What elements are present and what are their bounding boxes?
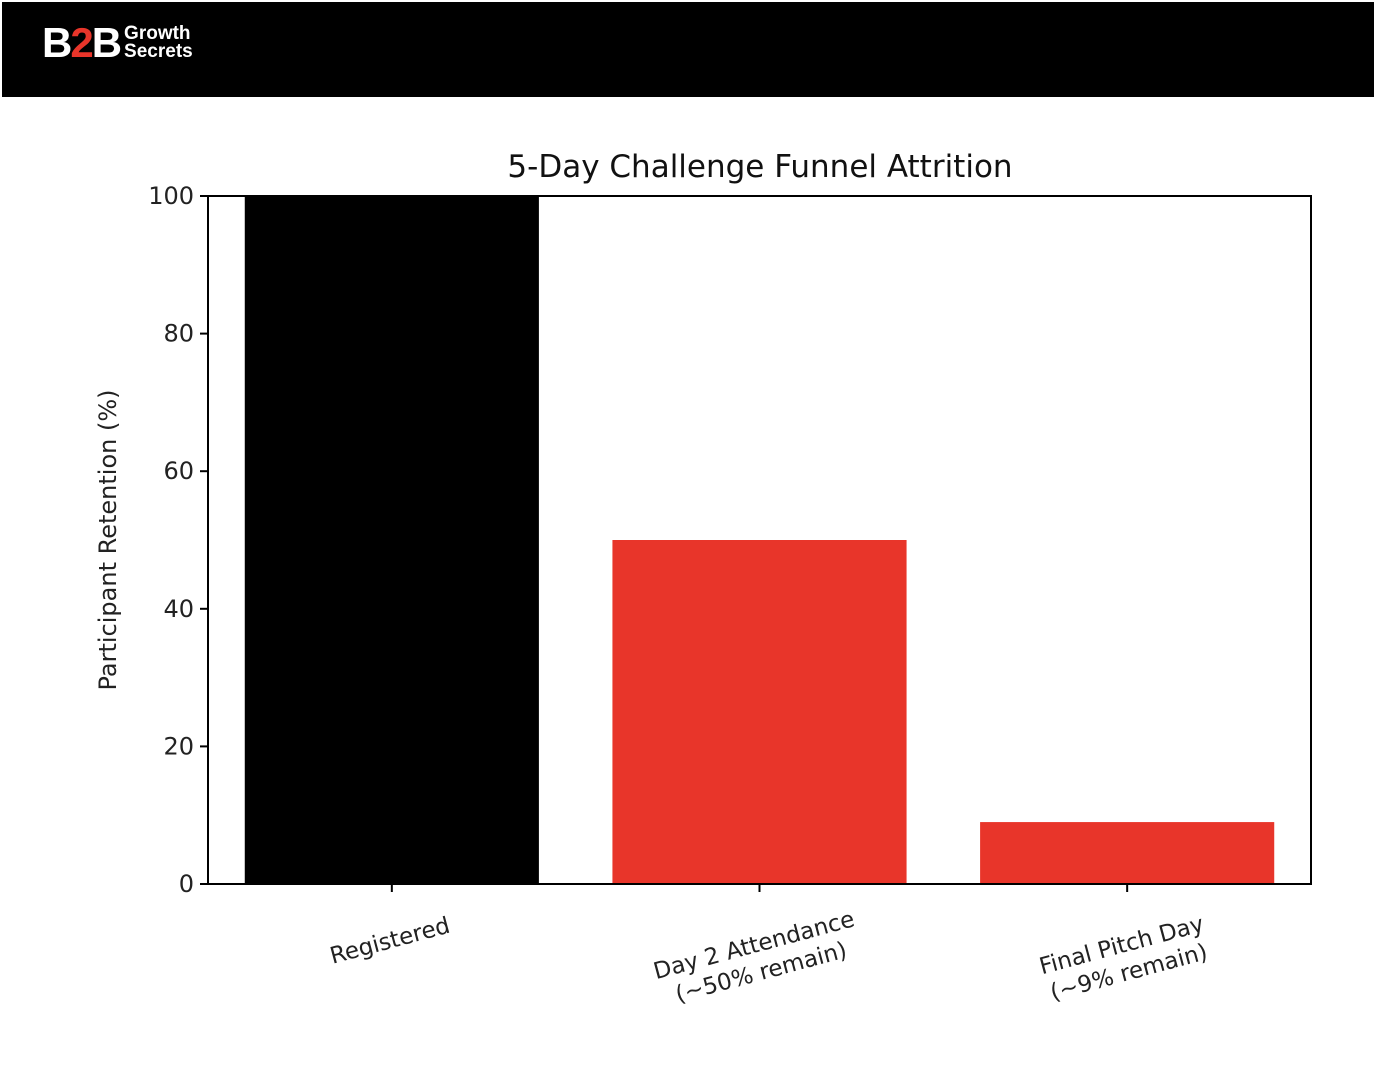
x-tick-label-0: Registered	[327, 913, 452, 970]
logo-digit-2: 2	[70, 19, 93, 66]
y-axis-label: Participant Retention (%)	[94, 390, 122, 691]
bar-1	[612, 540, 907, 884]
x-tick-label-0-line-0: Registered	[327, 913, 452, 970]
logo-line-secrets: Secrets	[124, 41, 193, 62]
y-tick-label-5: 100	[148, 182, 194, 210]
brand-header: B2B Growth Secrets	[2, 2, 1374, 97]
logo-mark: B2B	[42, 19, 122, 66]
y-tick-label-1: 20	[163, 732, 194, 760]
chart-title: 5-Day Challenge Funnel Attrition	[507, 149, 1012, 185]
y-tick-label-4: 80	[163, 320, 194, 348]
y-tick-label-2: 40	[163, 595, 194, 623]
bar-0	[244, 196, 539, 884]
bar-2	[980, 822, 1275, 884]
bars-group	[244, 196, 1275, 884]
logo-letter-b-right: B	[91, 19, 122, 66]
logo-wordmark: Growth Secrets	[124, 23, 193, 62]
logo-line-growth: Growth	[124, 23, 191, 44]
y-tick-label-0: 0	[179, 870, 194, 898]
y-tick-label-3: 60	[163, 457, 194, 485]
y-ticks-group: 0 20 40 60 80 100	[148, 182, 208, 898]
x-tick-label-1: Day 2 Attendance(~50% remain)	[651, 906, 865, 1012]
plot-frame	[207, 195, 1312, 885]
b2b-growth-secrets-logo: B2B Growth Secrets	[42, 22, 193, 64]
logo-letter-b-left: B	[42, 19, 72, 66]
x-tick-label-2: Final Pitch Day(~9% remain)	[1037, 911, 1214, 1007]
x-ticks-group: Registered Day 2 Attendance(~50% remain) F…	[327, 884, 1214, 1012]
